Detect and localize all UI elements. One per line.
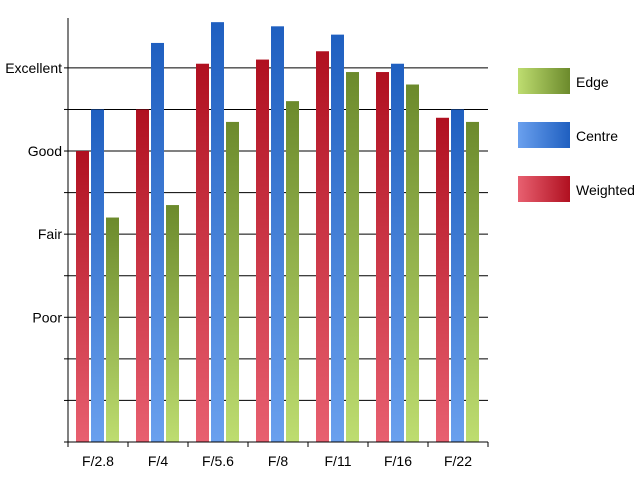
- legend-label-edge: Edge: [576, 74, 609, 90]
- bar-edge-6: [466, 121, 479, 442]
- x-tick-label: F/4: [148, 453, 168, 469]
- x-tick-label: F/16: [384, 453, 412, 469]
- bar-centre-5: [391, 63, 404, 442]
- bar-centre-0: [91, 109, 104, 442]
- x-tick-label: F/2.8: [82, 453, 114, 469]
- bar-centre-2: [211, 22, 224, 443]
- x-tick-label: F/22: [444, 453, 472, 469]
- x-tick-labels: F/2.8 F/4 F/5.6 F/8 F/11 F/16 F/22: [82, 453, 472, 469]
- bar-weighted-3: [256, 59, 269, 442]
- bar-weighted-6: [436, 117, 449, 442]
- legend-label-weighted: Weighted: [576, 182, 635, 198]
- bar-weighted-2: [196, 63, 209, 442]
- bar-edge-2: [226, 121, 239, 442]
- bars: [76, 22, 479, 443]
- bar-weighted-0: [76, 151, 89, 443]
- bar-centre-4: [331, 34, 344, 443]
- bar-edge-5: [406, 84, 419, 443]
- legend-swatch-weighted: [518, 176, 570, 202]
- y-tick-labels: Poor Fair Good Excellent: [5, 60, 62, 325]
- bar-edge-3: [286, 101, 299, 442]
- bar-edge-0: [106, 217, 119, 442]
- legend-swatch-edge: [518, 68, 570, 94]
- bar-weighted-4: [316, 51, 329, 442]
- bar-centre-3: [271, 26, 284, 443]
- y-tick-label-poor: Poor: [32, 309, 62, 325]
- bar-centre-6: [451, 109, 464, 442]
- x-tick-label: F/5.6: [202, 453, 234, 469]
- legend-swatch-centre: [518, 122, 570, 148]
- axes: [64, 18, 489, 447]
- bar-weighted-5: [376, 72, 389, 442]
- bar-weighted-1: [136, 109, 149, 442]
- bar-edge-1: [166, 205, 179, 442]
- y-tick-label-excellent: Excellent: [5, 60, 62, 76]
- legend: Edge Centre Weighted: [518, 68, 635, 202]
- y-tick-label-fair: Fair: [38, 226, 62, 242]
- x-tick-label: F/8: [268, 453, 288, 469]
- y-tick-label-good: Good: [28, 143, 62, 159]
- x-tick-label: F/11: [325, 453, 352, 469]
- bar-edge-4: [346, 72, 359, 442]
- legend-label-centre: Centre: [576, 128, 618, 144]
- bar-centre-1: [151, 42, 164, 443]
